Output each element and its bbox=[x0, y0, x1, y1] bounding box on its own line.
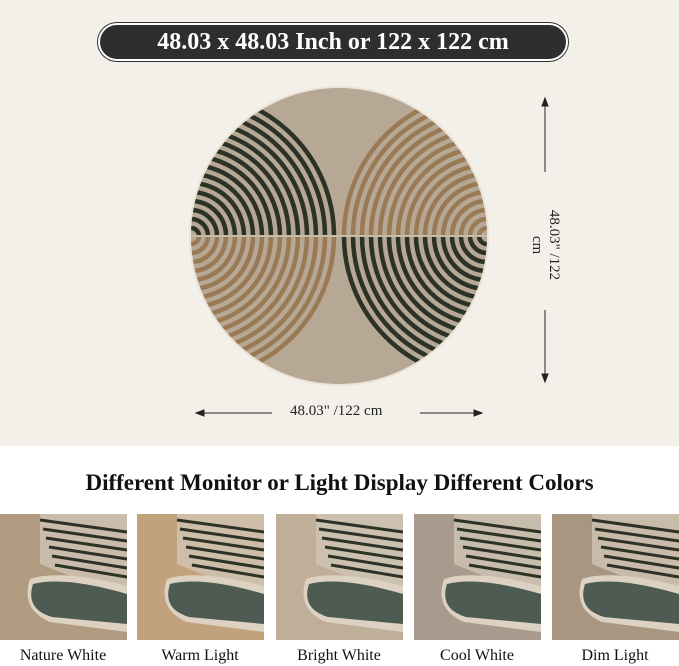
dark-arc bbox=[191, 108, 319, 237]
dark-arc bbox=[191, 207, 220, 237]
tan-arc bbox=[191, 235, 328, 373]
dark-arc bbox=[191, 144, 283, 237]
dark-arc bbox=[422, 235, 487, 301]
tan-arc bbox=[191, 235, 337, 382]
tan-arc bbox=[191, 235, 274, 319]
tan-arc bbox=[191, 235, 283, 328]
dark-arc bbox=[386, 235, 487, 337]
tan-arc bbox=[431, 180, 487, 237]
tan-arc bbox=[191, 235, 301, 346]
dark-arc bbox=[476, 235, 487, 247]
width-arrow bbox=[194, 409, 484, 417]
size-banner: 48.03 x 48.03 Inch or 122 x 122 cm bbox=[98, 23, 568, 61]
width-label: 48.03" /122 cm bbox=[290, 403, 383, 419]
dark-arc bbox=[191, 189, 238, 237]
tan-arc bbox=[359, 108, 487, 237]
dark-arc bbox=[191, 198, 229, 237]
tan-arc bbox=[467, 216, 487, 237]
dark-arc bbox=[191, 216, 211, 237]
dark-arc bbox=[191, 162, 265, 237]
lighting-label: Warm Light bbox=[161, 647, 239, 664]
dark-arc bbox=[368, 235, 487, 355]
lighting-photo bbox=[552, 514, 679, 640]
tan-arc bbox=[476, 225, 487, 237]
dark-arc bbox=[449, 235, 487, 274]
tan-arc bbox=[440, 189, 487, 237]
tan-arc bbox=[422, 171, 487, 237]
dark-arc bbox=[191, 135, 292, 237]
height-label: 48.03" /122 cm bbox=[529, 209, 562, 281]
dark-arc bbox=[404, 235, 487, 319]
dark-arc bbox=[191, 117, 310, 237]
dark-arc bbox=[395, 235, 487, 328]
lighting-photo bbox=[414, 514, 541, 640]
tan-arc bbox=[377, 126, 487, 237]
lighting-photo bbox=[276, 514, 403, 640]
dark-arc bbox=[359, 235, 487, 364]
tan-arc bbox=[191, 235, 211, 256]
tan-arc bbox=[191, 235, 238, 283]
lighting-photo bbox=[137, 514, 264, 640]
tan-arc bbox=[350, 99, 487, 237]
dark-arc bbox=[413, 235, 487, 310]
lighting-photo bbox=[0, 514, 127, 640]
tan-arc bbox=[413, 162, 487, 237]
tan-arc bbox=[191, 235, 256, 301]
dark-arc bbox=[191, 171, 256, 237]
section-heading: Different Monitor or Light Display Diffe… bbox=[85, 470, 594, 495]
tan-arc bbox=[191, 235, 310, 355]
dark-arc bbox=[191, 180, 247, 237]
lighting-label: Cool White bbox=[440, 647, 514, 664]
tan-arc bbox=[191, 235, 265, 310]
tan-arc bbox=[458, 207, 487, 237]
tan-arc bbox=[191, 235, 220, 265]
dark-arc bbox=[191, 126, 301, 237]
tan-arc bbox=[368, 117, 487, 237]
tan-arc bbox=[449, 198, 487, 237]
tan-arc bbox=[191, 235, 292, 337]
tan-arc bbox=[191, 235, 319, 364]
lighting-label: Nature White bbox=[19, 647, 107, 664]
dark-arc bbox=[191, 153, 274, 237]
dark-arc bbox=[377, 235, 487, 346]
lighting-label: Bright White bbox=[297, 647, 381, 664]
dark-arc bbox=[350, 235, 487, 373]
dark-arc bbox=[191, 225, 202, 237]
tan-arc bbox=[191, 235, 229, 274]
tan-arc bbox=[404, 153, 487, 237]
dark-arc bbox=[191, 99, 328, 237]
height-arrow bbox=[541, 96, 549, 384]
dark-arc bbox=[467, 235, 487, 256]
lighting-label: Dim Light bbox=[581, 647, 649, 664]
dark-arc bbox=[431, 235, 487, 292]
tan-arc bbox=[386, 135, 487, 237]
tan-arc bbox=[395, 144, 487, 237]
dark-arc bbox=[440, 235, 487, 283]
tan-arc bbox=[341, 90, 487, 237]
dark-arc bbox=[341, 235, 487, 382]
dark-arc bbox=[458, 235, 487, 265]
tan-arc bbox=[191, 235, 247, 292]
dark-arc bbox=[191, 90, 337, 237]
tan-arc bbox=[191, 235, 202, 247]
rug-illustration bbox=[189, 86, 549, 417]
